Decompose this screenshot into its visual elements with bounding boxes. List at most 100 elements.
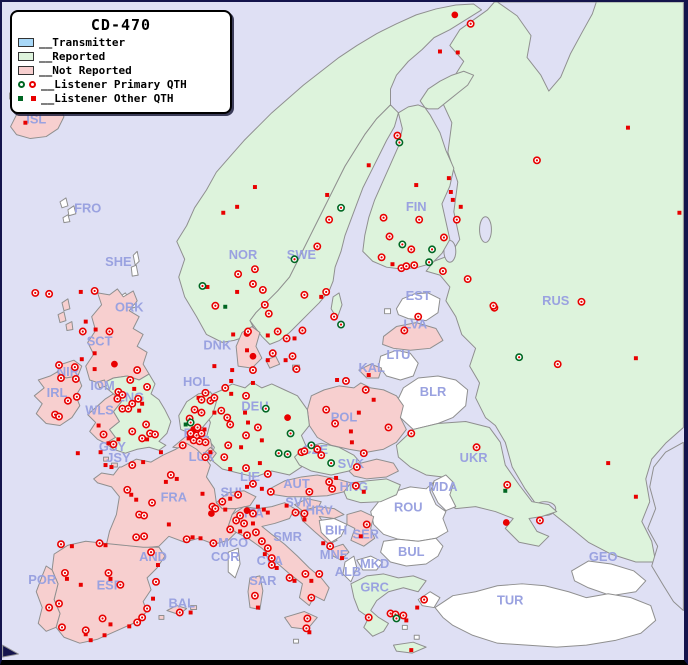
listener-primary-qth-marker-center [195, 434, 198, 437]
listener-primary-qth-marker-center [288, 576, 291, 579]
listener-primary-qth-marker-center [400, 267, 403, 270]
listener-other-qth-marker [257, 461, 262, 466]
lake-onega [479, 216, 492, 243]
listener-primary-qth-marker-center [154, 580, 158, 583]
listener-primary-qth-marker-center [316, 448, 319, 451]
listener-primary-qth-marker-center [98, 542, 101, 545]
listener-primary-qth-marker-center [141, 616, 144, 619]
listener-primary-qth-marker-center [131, 430, 134, 433]
listener-other-qth-marker [414, 183, 419, 188]
listener-primary-qth-marker-center [73, 366, 76, 369]
country-swe [249, 104, 399, 345]
listener-primary-qth-marker-center [410, 432, 413, 435]
map-label-nor: NOR [229, 247, 258, 262]
map-label-mda: MDA [428, 479, 457, 494]
listener-other-qth-marker [202, 427, 207, 432]
listener-primary-qth-marker-center [253, 268, 257, 271]
listener-primary-qth-marker-center [423, 598, 426, 601]
listener-primary-qth-marker-center [189, 421, 192, 424]
listener-primary-qth-marker-center [192, 439, 195, 442]
listener-primary-qth-marker-center [244, 466, 248, 470]
country-fin [362, 70, 475, 270]
listener-primary-qth-marker-center [229, 528, 232, 531]
listener-primary-qth-marker-center [116, 397, 119, 400]
listener-other-qth-marker [259, 486, 264, 491]
map-label-bal: BAL [168, 596, 195, 611]
country-gsy [103, 456, 109, 462]
map-label-grc: GRC [360, 580, 389, 595]
map-label-and: AND [139, 549, 167, 564]
listener-other-qth-marker [250, 521, 255, 526]
listener-other-qth-marker [116, 437, 121, 442]
listener-primary-qth-marker-center [59, 376, 63, 380]
map-label-ser: SER [353, 526, 380, 541]
map-label-dnk: DNK [203, 337, 232, 352]
listener-primary-qth-marker-center [310, 596, 313, 599]
listener-primary-qth-marker-center [289, 432, 292, 435]
listener-other-qth-marker [212, 364, 217, 369]
listener-primary-qth-marker-center [145, 607, 149, 610]
listener-primary-qth-marker-center [204, 456, 207, 459]
listener-primary-qth-marker-center [325, 290, 328, 294]
listener-primary-qth-marker-center [246, 330, 250, 333]
listener-primary-qth-marker-center [396, 134, 399, 137]
listener-other-qth-marker [190, 535, 195, 540]
listener-other-qth-marker [205, 284, 210, 289]
listener-primary-qth-marker-center [405, 265, 408, 268]
map-label-isl: ISL [26, 112, 46, 127]
listener-primary-qth-marker-center [178, 611, 181, 614]
listener-other-qth-marker [265, 510, 270, 515]
country-ita [227, 502, 330, 607]
country-est [395, 292, 441, 322]
listener-primary-qth-marker-center [212, 542, 215, 545]
map-label-fin: FIN [406, 199, 427, 214]
country-geo [571, 560, 647, 597]
red-ring-icon [29, 80, 36, 88]
listener-primary-qth-marker-center [57, 602, 61, 605]
listener-other-qth-marker [238, 529, 243, 534]
listener-primary-qth-marker-center [129, 378, 132, 382]
listener-primary-qth-marker-center [518, 356, 521, 359]
map-label-fro: FRO [74, 201, 101, 216]
listener-other-qth-marker [141, 460, 146, 465]
listener-primary-qth-marker-center [153, 433, 157, 436]
map-label-fra: FRA [161, 490, 187, 505]
map-label-mne: MNE [320, 547, 349, 562]
listener-cluster-dot [451, 11, 459, 19]
listener-other-qth-marker [208, 450, 213, 455]
listener-primary-qth-marker-center [328, 218, 331, 221]
map-label-lva: LVA [403, 317, 427, 332]
listener-primary-qth-marker-center [364, 388, 367, 391]
listener-primary-qth-marker-center [506, 483, 509, 486]
listener-primary-qth-marker-center [34, 291, 37, 294]
listener-primary-qth-marker-center [303, 293, 306, 296]
listener-other-qth-marker [261, 507, 266, 512]
listener-primary-qth-marker-center [149, 551, 153, 554]
map-label-she: SHE [105, 254, 132, 269]
legend-item-transmitter: __Transmitter [18, 36, 224, 49]
map-label-bih: BIH [325, 522, 347, 537]
country-wls [87, 393, 122, 444]
listener-primary-qth-marker-center [303, 512, 306, 515]
listener-other-qth-marker [166, 522, 171, 527]
listener-primary-qth-marker-center [469, 22, 472, 25]
listener-other-qth-marker [106, 441, 111, 446]
map-label-smr: SMR [273, 529, 302, 544]
listener-other-qth-marker [78, 582, 83, 587]
listener-markers-layer [10, 11, 682, 653]
listener-primary-qth-marker-center [330, 462, 333, 465]
listener-primary-qth-marker-center [131, 402, 134, 405]
listener-primary-qth-marker-center [244, 394, 248, 397]
listener-primary-qth-marker-center [475, 446, 478, 449]
listener-primary-qth-marker-center [264, 407, 267, 410]
listener-primary-qth-marker-center [48, 292, 51, 295]
map-label-jsy: JSY [106, 450, 131, 465]
listener-other-qth-marker [151, 596, 155, 601]
listener-primary-qth-marker-center [137, 397, 140, 400]
listener-other-qth-marker [437, 49, 442, 54]
listener-primary-qth-marker-center [229, 423, 232, 426]
listener-primary-qth-marker-center [303, 450, 306, 453]
listener-other-qth-marker [409, 648, 414, 653]
listener-primary-qth-marker-center [430, 248, 434, 251]
listener-other-qth-marker [450, 197, 455, 202]
